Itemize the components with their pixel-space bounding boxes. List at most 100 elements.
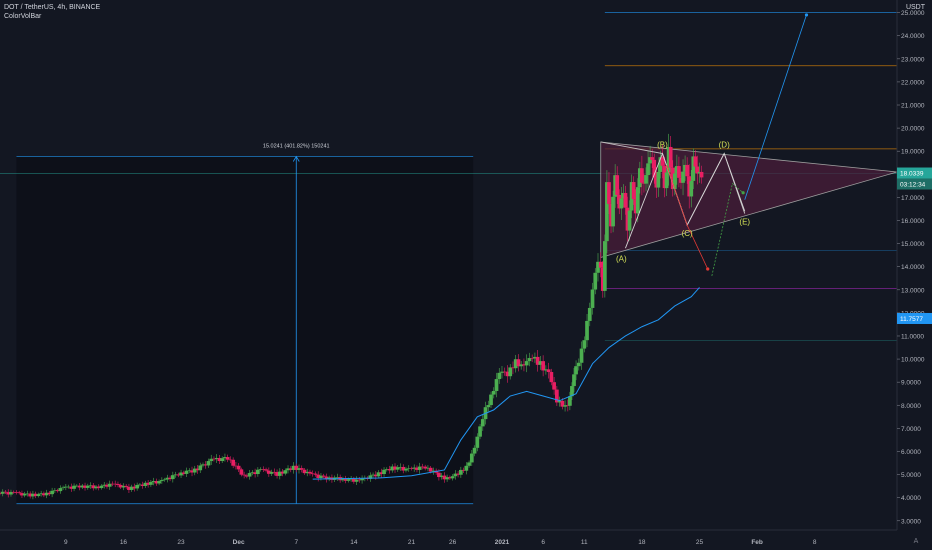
candle-body xyxy=(236,465,241,470)
countdown-text: 03:12:34 xyxy=(900,182,926,189)
candle-body xyxy=(480,419,485,427)
candle-body xyxy=(302,469,307,474)
candle-body xyxy=(695,166,700,174)
candle-body xyxy=(409,468,414,469)
candle-body xyxy=(291,465,296,470)
candle-body xyxy=(212,458,216,460)
wave-label: (C) xyxy=(682,229,693,238)
candle-body xyxy=(17,492,22,494)
symbol-title[interactable]: DOT / TetherUS, 4h, BINANCE xyxy=(4,4,101,11)
candle-body xyxy=(522,364,526,366)
candle-body xyxy=(423,466,428,469)
candle-body xyxy=(415,467,419,470)
candle-body xyxy=(154,481,159,484)
candle-body xyxy=(373,474,378,477)
candle-body xyxy=(426,467,430,469)
last-price-badge xyxy=(897,167,932,179)
candle-body xyxy=(450,476,455,479)
candle-body xyxy=(376,472,381,477)
candle-body xyxy=(256,469,260,475)
candle-body xyxy=(497,372,502,380)
last-price-text: 18.0339 xyxy=(900,171,924,178)
candle-body xyxy=(478,426,482,437)
candle-body xyxy=(681,171,685,183)
price-tick-label: 3.0000 xyxy=(901,518,921,525)
candle-body xyxy=(368,475,373,479)
candle-body xyxy=(660,157,665,166)
candle-body xyxy=(250,472,255,474)
candle-body xyxy=(658,157,663,172)
candle-body xyxy=(664,172,669,189)
wave-label: (B) xyxy=(657,141,668,150)
candle-body xyxy=(61,487,65,489)
candle-body xyxy=(94,486,98,489)
candle-body xyxy=(668,146,673,168)
price-tick-label: 13.0000 xyxy=(901,287,925,294)
ma-price-text: 11.7577 xyxy=(900,316,923,323)
candle-body xyxy=(511,367,515,369)
candle-body xyxy=(611,196,615,227)
candle-body xyxy=(519,364,524,367)
time-tick-label: 2021 xyxy=(495,539,510,546)
price-tick-label: 10.0000 xyxy=(901,357,925,364)
candle-body xyxy=(6,492,11,495)
candle-body xyxy=(170,475,175,480)
candle-body xyxy=(619,198,624,209)
candle-body xyxy=(9,491,13,495)
measure-region xyxy=(16,156,474,504)
price-axis xyxy=(897,0,932,550)
candle-body xyxy=(47,492,52,495)
candle-body xyxy=(600,267,605,291)
candle-body xyxy=(324,476,329,480)
candle-body xyxy=(565,405,570,406)
candle-body xyxy=(633,199,638,214)
candle-body xyxy=(42,493,46,496)
candle-body xyxy=(14,492,19,493)
candle-body xyxy=(247,473,252,477)
candle-body xyxy=(621,192,626,199)
candle-body xyxy=(393,466,397,470)
candle-body xyxy=(3,491,8,493)
candle-body xyxy=(316,474,321,479)
candle-body xyxy=(176,474,181,476)
candle-body xyxy=(563,405,567,407)
candle-body xyxy=(486,405,491,408)
candle-body xyxy=(670,167,675,190)
candle-body xyxy=(36,494,41,497)
candle-body xyxy=(234,465,238,467)
candle-body xyxy=(181,472,186,474)
candle-body xyxy=(264,469,268,471)
measure-arrowhead xyxy=(292,155,300,162)
candle-body xyxy=(646,163,650,176)
candle-body xyxy=(475,436,480,448)
indicator-label[interactable]: ColorVolBar xyxy=(4,13,42,20)
candle-body xyxy=(576,362,581,367)
candle-body xyxy=(544,369,548,371)
price-tick-label: 20.0000 xyxy=(901,126,925,133)
candle-body xyxy=(652,159,657,178)
candle-body xyxy=(11,491,16,493)
candle-body xyxy=(456,473,460,475)
candle-body xyxy=(198,465,203,471)
time-tick-label: 23 xyxy=(177,539,185,546)
candle-body xyxy=(203,464,208,466)
candle-body xyxy=(464,465,469,471)
candle-body xyxy=(691,156,696,181)
candle-body xyxy=(124,485,129,487)
candle-body xyxy=(439,475,444,478)
candle-body xyxy=(187,470,192,471)
candle-body xyxy=(22,493,27,496)
candle-body xyxy=(113,483,118,485)
price-unit-label: USDT xyxy=(905,4,925,11)
price-tick-label: 6.0000 xyxy=(901,449,921,456)
candle-body xyxy=(685,164,690,177)
candle-body xyxy=(533,356,537,359)
candle-body xyxy=(261,469,266,470)
auto-scale-button[interactable]: A xyxy=(913,538,919,545)
candle-body xyxy=(44,492,49,496)
candle-body xyxy=(140,484,145,486)
candle-body xyxy=(242,474,246,476)
price-tick-label: 24.0000 xyxy=(901,33,925,40)
candle-body xyxy=(431,470,436,472)
